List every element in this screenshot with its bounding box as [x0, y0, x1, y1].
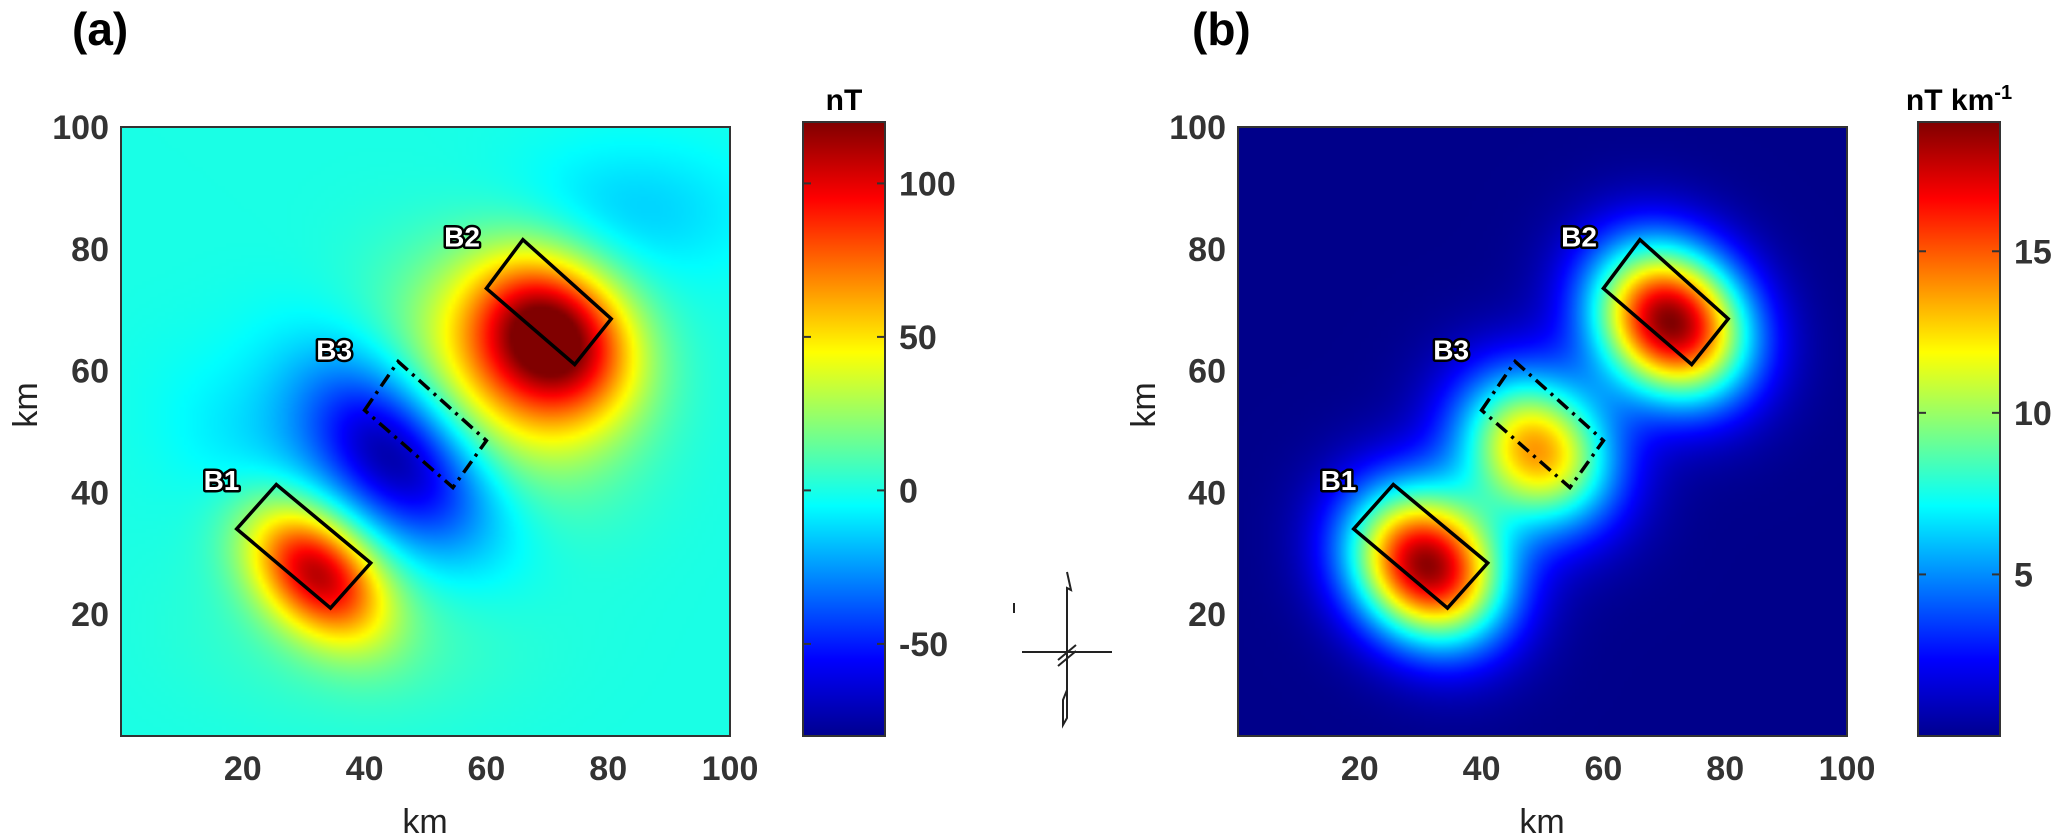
- colorbar-title-a: nT: [826, 84, 863, 117]
- x-tick-label: 60: [467, 750, 505, 788]
- y-tick-label: 80: [1188, 231, 1226, 269]
- y-tick-label: 40: [71, 474, 109, 512]
- y-tick-label: 100: [52, 109, 109, 147]
- tick-labels-a: 20 40 60 80 100 20 40 60 80 100: [52, 109, 758, 788]
- x-tick-label: 80: [589, 750, 627, 788]
- colorbar-tick-label: 15: [2014, 233, 2052, 271]
- x-tick-label: 40: [346, 750, 384, 788]
- y-tick-label: 60: [71, 353, 109, 391]
- body-label-b3: B3: [1433, 334, 1469, 365]
- body-outline-b1: [1351, 482, 1491, 611]
- colorbar-tick-label: 5: [2014, 556, 2033, 594]
- colorbar-a: [802, 121, 886, 737]
- y-tick-label: 20: [71, 596, 109, 634]
- body-outline-b2: [1601, 237, 1731, 368]
- plot-frame-a: [120, 126, 731, 737]
- body-label-b1: B1: [1321, 465, 1357, 496]
- body-outline-b2: [484, 237, 614, 368]
- y-tick-label: 20: [1188, 596, 1226, 634]
- x-tick-label: 80: [1706, 750, 1744, 788]
- body-label-b2: B2: [444, 222, 480, 253]
- x-tick-label: 60: [1584, 750, 1622, 788]
- heatmap-a: [121, 127, 730, 736]
- body-label-b1: B1: [204, 465, 240, 496]
- colorbar-tick-label: 0: [899, 472, 918, 510]
- y-tick-label: 100: [1169, 109, 1226, 147]
- plot-frame-b: [1237, 126, 1848, 737]
- colorbar-tick-label: 10: [2014, 395, 2052, 433]
- body-label-b3: B3: [316, 334, 352, 365]
- y-axis-label-b: km: [1125, 382, 1163, 427]
- x-tick-label: 20: [224, 750, 262, 788]
- body-outline-b1: [234, 482, 374, 611]
- x-tick-label: 100: [702, 750, 759, 788]
- panel-a-letter: (a): [72, 3, 128, 55]
- tick-labels-b: 20 40 60 80 100 20 40 60 80 100: [1169, 109, 1875, 788]
- y-tick-label: 60: [1188, 353, 1226, 391]
- colorbar-tick-label: -50: [899, 626, 948, 664]
- x-tick-label: 40: [1463, 750, 1501, 788]
- colorbar-ticks-a: -50 0 50 100: [803, 165, 956, 664]
- x-tick-label: 20: [1341, 750, 1379, 788]
- north-arrow-icon: [1013, 571, 1112, 729]
- colorbar-b: [1917, 121, 2001, 737]
- y-axis-label-a: km: [7, 382, 45, 427]
- body-outline-b3: [362, 358, 489, 491]
- heatmap-b: [1238, 127, 1847, 736]
- bodies-b: B1 B2 B3: [1318, 219, 1731, 611]
- bodies-a: B1 B2 B3: [201, 219, 614, 611]
- panel-b-letter: (b): [1192, 3, 1251, 55]
- x-axis-label-a: km: [402, 803, 447, 838]
- x-axis-label-b: km: [1519, 803, 1564, 838]
- body-outline-b3: [1479, 358, 1606, 491]
- y-tick-label: 80: [71, 231, 109, 269]
- colorbar-tick-label: 50: [899, 319, 937, 357]
- colorbar-title-b: nT km-1: [1906, 82, 2012, 117]
- x-tick-label: 100: [1819, 750, 1876, 788]
- body-label-b2: B2: [1561, 222, 1597, 253]
- y-tick-label: 40: [1188, 474, 1226, 512]
- colorbar-tick-label: 100: [899, 165, 956, 203]
- colorbar-ticks-b: 5 10 15: [1918, 233, 2052, 594]
